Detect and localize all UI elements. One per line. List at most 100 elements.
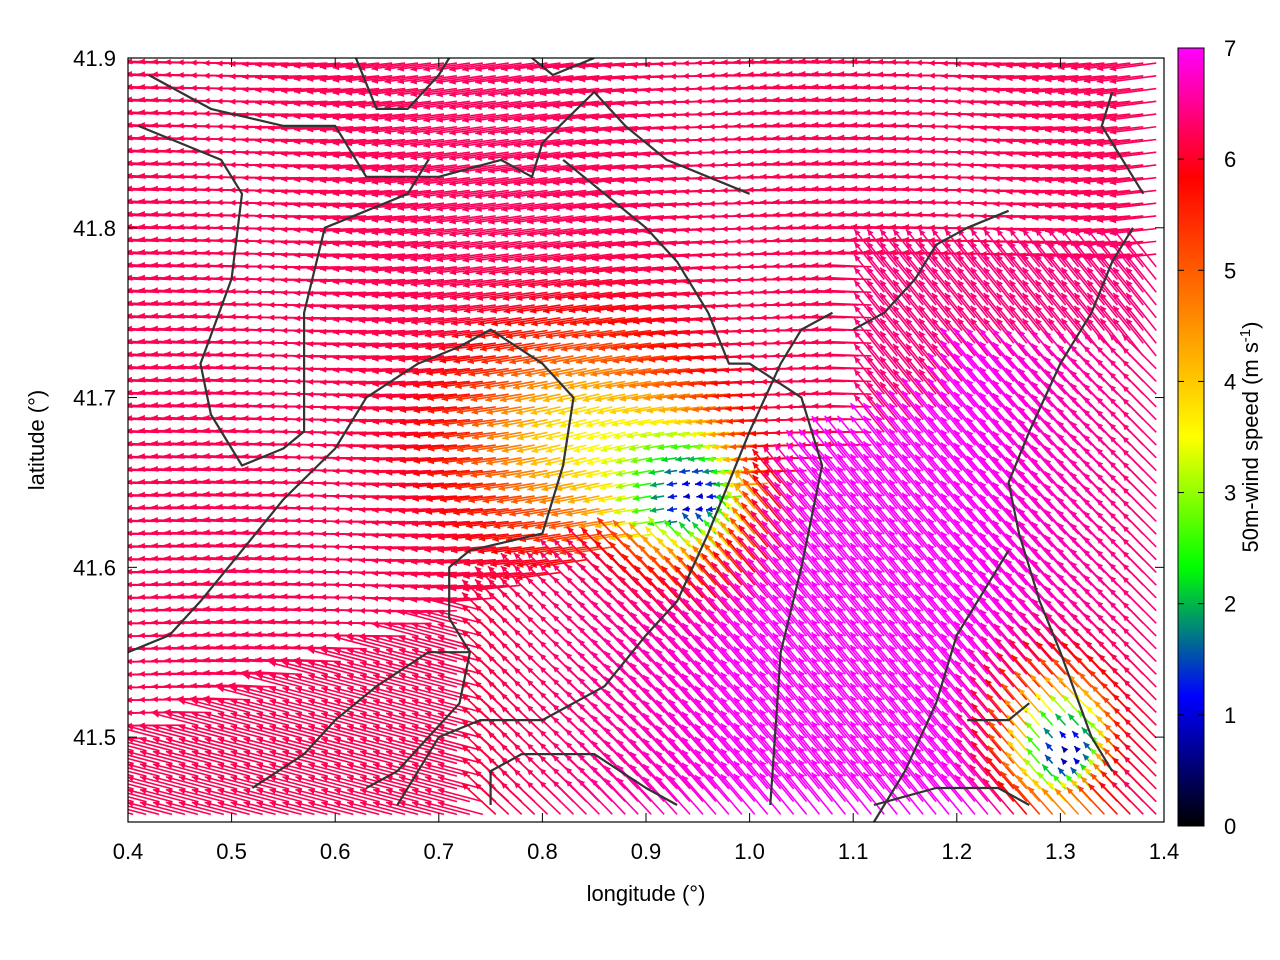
wind-vector xyxy=(319,151,367,157)
wind-vector-head xyxy=(539,128,547,135)
wind-vector-head xyxy=(164,58,171,66)
wind-vector-head xyxy=(837,70,845,78)
wind-vector-head xyxy=(811,147,819,154)
wind-vector xyxy=(1044,151,1092,157)
wind-vector-head xyxy=(604,88,612,95)
wind-vector xyxy=(1031,75,1079,81)
wind-vector-head xyxy=(785,109,793,116)
wind-vector-head xyxy=(643,74,650,81)
wind-vector-head xyxy=(151,109,158,116)
wind-vector-head xyxy=(915,72,922,79)
wind-vector-head xyxy=(203,59,210,67)
wind-vector-head xyxy=(319,152,327,159)
wind-vector xyxy=(436,113,483,122)
wind-vector-head xyxy=(306,126,314,133)
wind-vector xyxy=(449,75,496,84)
wind-vector-head xyxy=(1032,151,1039,158)
wind-vector-head xyxy=(177,160,184,167)
wind-vector xyxy=(475,125,522,135)
wind-vector xyxy=(293,125,341,131)
wind-vector-head xyxy=(902,71,909,79)
wind-vector-head xyxy=(695,149,702,156)
wind-vector xyxy=(384,75,432,83)
wind-vector-head xyxy=(1019,151,1026,158)
wind-vector-head xyxy=(203,161,210,168)
wind-vector-head xyxy=(1032,76,1039,83)
wind-vector-head xyxy=(216,110,223,117)
wind-vector xyxy=(1044,113,1092,119)
wind-vector-head xyxy=(410,65,418,72)
wind-vector-head xyxy=(993,150,1000,157)
wind-vector-head xyxy=(293,163,301,170)
wind-vector-head xyxy=(397,154,405,161)
wind-vector-head xyxy=(1070,165,1078,172)
wind-vector-head xyxy=(113,454,119,460)
wind-vector-head xyxy=(824,109,832,116)
wind-vector-head xyxy=(760,58,767,65)
wind-vector-head xyxy=(630,151,638,158)
wind-vector-head xyxy=(993,112,1000,119)
wind-vector-head xyxy=(280,100,288,107)
wind-vector-head xyxy=(436,154,443,161)
wind-vector-head xyxy=(177,97,184,104)
wind-vector xyxy=(1070,87,1118,95)
wind-vector-head xyxy=(319,63,327,70)
wind-vector-head xyxy=(617,75,625,82)
wind-vector xyxy=(578,100,626,107)
wind-vector-head xyxy=(436,116,444,123)
wind-vector-head xyxy=(371,77,379,84)
wind-vector-head xyxy=(967,149,974,156)
wind-vector xyxy=(128,202,134,204)
wind-vector xyxy=(462,164,509,173)
wind-vector-head xyxy=(1032,63,1039,70)
wind-vector-head xyxy=(113,275,119,281)
wind-vector xyxy=(539,75,587,83)
wind-vector-head xyxy=(954,161,961,168)
wind-vector-head xyxy=(617,165,625,172)
wind-vector-head xyxy=(889,135,896,142)
wind-vector xyxy=(358,113,406,120)
wind-vector-head xyxy=(203,123,210,130)
wind-vector-head xyxy=(332,114,340,121)
wind-vector-head xyxy=(604,62,612,69)
wind-vector-head xyxy=(255,162,262,169)
wind-vector-head xyxy=(747,109,754,116)
wind-vector xyxy=(384,62,432,71)
wind-vector-head xyxy=(824,96,832,103)
wind-vector xyxy=(345,100,393,107)
wind-vector xyxy=(449,125,496,135)
wind-vector xyxy=(293,164,341,169)
wind-vector-head xyxy=(216,73,223,80)
wind-vector-head xyxy=(811,121,819,128)
wind-vector xyxy=(1019,151,1066,156)
wind-vector-head xyxy=(488,167,495,174)
wind-vector-head xyxy=(100,198,106,204)
wind-vector-head xyxy=(604,75,612,82)
wind-vector xyxy=(1096,164,1144,171)
wind-vector-head xyxy=(617,152,625,159)
wind-vector xyxy=(319,125,367,132)
wind-vector-head xyxy=(514,154,521,161)
wind-vector-head xyxy=(384,141,392,148)
wind-vector-head xyxy=(798,147,806,154)
wind-vector-head xyxy=(138,172,145,179)
wind-vector-head xyxy=(1019,100,1026,107)
wind-vector-head xyxy=(267,137,275,144)
wind-vector xyxy=(1057,100,1105,107)
wind-vector xyxy=(436,125,483,135)
wind-vector xyxy=(539,164,587,172)
wind-vector-head xyxy=(138,109,145,116)
wind-vector xyxy=(436,100,483,109)
wind-vector-head xyxy=(138,147,145,154)
wind-vector-head xyxy=(539,103,547,110)
wind-vector-head xyxy=(475,116,482,123)
wind-vector xyxy=(993,87,1040,92)
wind-vector-head xyxy=(850,109,858,116)
wind-vector xyxy=(128,265,134,268)
wind-vector xyxy=(1109,138,1157,146)
wind-vector-head xyxy=(669,163,676,170)
wind-vector xyxy=(1070,151,1118,158)
wind-vector-head xyxy=(242,149,249,156)
wind-vector-head xyxy=(630,126,638,133)
wind-vector-head xyxy=(113,287,119,293)
